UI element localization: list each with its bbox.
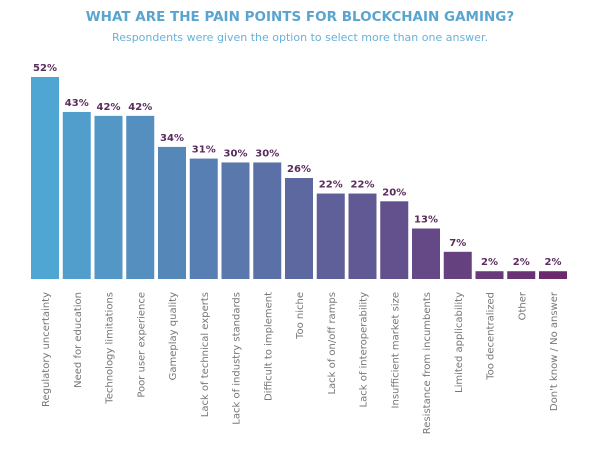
- category-label: Insufficient market size: [390, 292, 401, 408]
- value-label: 13%: [414, 215, 438, 226]
- bar: [94, 115, 123, 279]
- value-label: 26%: [287, 164, 311, 175]
- chart-title: WHAT ARE THE PAIN POINTS FOR BLOCKCHAIN …: [86, 9, 514, 25]
- bar: [507, 271, 536, 279]
- category-label: Too decentralized: [486, 292, 497, 381]
- category-label: Don't know / No answer: [549, 291, 560, 411]
- category-label: Lack of technical experts: [200, 292, 211, 417]
- category-label: Lack of interoperability: [359, 292, 370, 408]
- category-label: Regulatory uncertainty: [41, 292, 52, 407]
- value-label: 30%: [224, 148, 248, 159]
- category-label: Too niche: [295, 292, 306, 340]
- bar: [348, 193, 377, 279]
- bar: [285, 178, 313, 279]
- value-label: 30%: [255, 148, 279, 159]
- bar: [221, 162, 250, 279]
- value-label: 7%: [449, 238, 466, 249]
- bar: [31, 77, 59, 279]
- bar: [475, 271, 504, 279]
- value-label: 52%: [33, 63, 57, 74]
- bar: [253, 162, 282, 279]
- category-label: Other: [517, 291, 528, 320]
- value-label: 2%: [481, 257, 498, 268]
- value-label: 2%: [545, 257, 562, 268]
- value-label: 20%: [382, 187, 406, 198]
- value-label: 22%: [351, 180, 375, 191]
- bar: [126, 115, 155, 279]
- category-label: Lack of industry standards: [232, 292, 243, 425]
- category-label: Lack of on/off ramps: [327, 292, 338, 395]
- bar: [412, 228, 440, 279]
- bar: [380, 201, 409, 279]
- value-label: 43%: [65, 98, 89, 109]
- category-label: Technology limitations: [105, 292, 116, 405]
- bar: [189, 158, 218, 279]
- value-label: 42%: [97, 102, 121, 113]
- value-label: 31%: [192, 145, 216, 156]
- bar: [62, 111, 91, 279]
- chart-subtitle: Respondents were given the option to sel…: [112, 31, 488, 44]
- value-label: 2%: [513, 257, 530, 268]
- category-label: Poor user experience: [136, 292, 147, 398]
- value-label: 22%: [319, 180, 343, 191]
- bar: [539, 271, 567, 279]
- value-label: 34%: [160, 133, 184, 144]
- bar: [158, 146, 186, 279]
- bar: [316, 193, 345, 279]
- value-label: 42%: [128, 102, 152, 113]
- category-label: Gameplay quality: [168, 292, 179, 380]
- category-label: Limited applicability: [454, 292, 465, 393]
- bar: [443, 251, 472, 279]
- category-label: Resistance from incumbents: [422, 292, 433, 434]
- category-label: Difficult to implement: [263, 292, 274, 401]
- category-label: Need for education: [73, 292, 84, 388]
